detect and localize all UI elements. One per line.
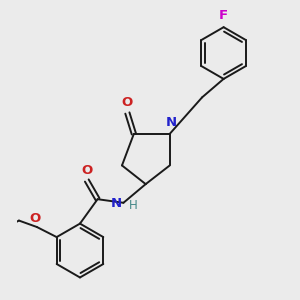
Text: F: F — [219, 9, 228, 22]
Text: O: O — [81, 164, 92, 177]
Text: N: N — [166, 116, 177, 129]
Text: O: O — [121, 96, 132, 110]
Text: O: O — [29, 212, 41, 225]
Text: N: N — [111, 197, 122, 210]
Text: H: H — [128, 199, 137, 212]
